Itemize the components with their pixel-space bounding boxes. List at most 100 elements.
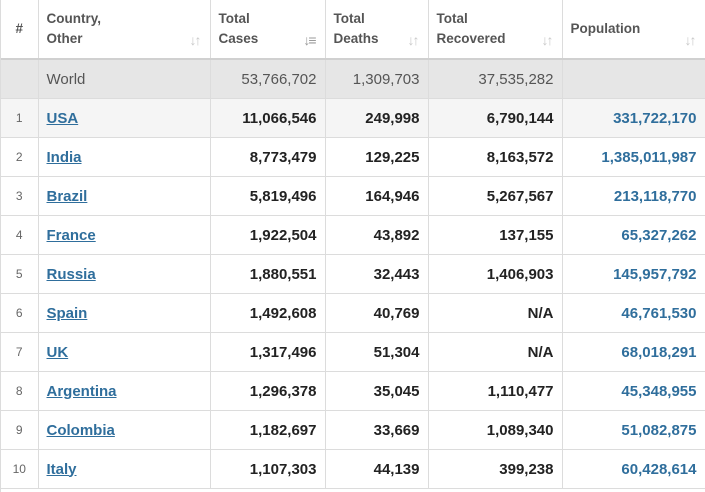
population-cell: 145,957,792 <box>562 254 705 294</box>
header-index[interactable]: # <box>1 0 39 60</box>
total-deaths-cell: 32,443 <box>325 254 429 294</box>
world-total-row: World 53,766,702 1,309,703 37,535,282 <box>1 59 705 99</box>
country-cell: USA <box>38 98 211 138</box>
table-row: 3 Brazil 5,819,496 164,946 5,267,567 213,118,… <box>1 176 705 216</box>
sort-desc-icon[interactable]: ↓≡ <box>303 32 316 48</box>
total-recovered-cell: 6,790,144 <box>428 98 563 138</box>
row-index-cell: 9 <box>1 410 39 450</box>
total-deaths-cell: 43,892 <box>325 215 429 255</box>
country-cell: Russia <box>38 254 211 294</box>
total-cases-cell: 1,182,697 <box>210 410 326 450</box>
total-cases-cell: 1,296,378 <box>210 371 326 411</box>
population-cell: 213,118,770 <box>562 176 705 216</box>
country-cell: France <box>38 215 211 255</box>
header-total-recovered-label: Total Recovered <box>436 11 506 46</box>
total-recovered-cell: 137,155 <box>428 215 563 255</box>
world-cases-cell: 53,766,702 <box>210 59 326 99</box>
country-link[interactable]: France <box>46 226 96 244</box>
total-recovered-cell: 1,110,477 <box>428 371 563 411</box>
world-population-cell <box>562 59 705 99</box>
population-cell: 60,428,614 <box>562 449 705 489</box>
total-deaths-cell: 33,669 <box>325 410 429 450</box>
table-row: 4 France 1,922,504 43,892 137,155 65,327,262 <box>1 215 705 255</box>
table-row: 5 Russia 1,880,551 32,443 1,406,903 145,957,7… <box>1 254 705 294</box>
table-row: 1 USA 11,066,546 249,998 6,790,144 331,722,17… <box>1 98 705 138</box>
population-cell: 51,082,875 <box>562 410 705 450</box>
row-index-cell: 6 <box>1 293 39 333</box>
row-index-cell: 4 <box>1 215 39 255</box>
total-cases-cell: 1,107,303 <box>210 449 326 489</box>
country-cell: Colombia <box>38 410 211 450</box>
sort-icon[interactable]: ↓↑ <box>684 32 697 48</box>
header-row: # Country, Other ↓↑ Total Cases ↓≡ Total De… <box>1 0 705 60</box>
country-cell: Argentina <box>38 371 211 411</box>
total-recovered-cell: N/A <box>428 332 563 372</box>
header-total-cases[interactable]: Total Cases ↓≡ <box>210 0 326 60</box>
sort-icon[interactable]: ↓↑ <box>189 32 202 48</box>
row-index-cell: 8 <box>1 371 39 411</box>
total-cases-cell: 1,317,496 <box>210 332 326 372</box>
country-cell: Italy <box>38 449 211 489</box>
world-index-cell <box>1 59 39 99</box>
population-cell: 45,348,955 <box>562 371 705 411</box>
header-population[interactable]: Population ↓↑ <box>562 0 705 60</box>
header-population-label: Population <box>570 21 641 36</box>
population-cell: 68,018,291 <box>562 332 705 372</box>
total-cases-cell: 8,773,479 <box>210 137 326 177</box>
country-link[interactable]: Russia <box>46 265 96 283</box>
world-deaths-cell: 1,309,703 <box>325 59 429 99</box>
total-deaths-cell: 40,769 <box>325 293 429 333</box>
row-index-cell: 7 <box>1 332 39 372</box>
total-deaths-cell: 44,139 <box>325 449 429 489</box>
table-row: 6 Spain 1,492,608 40,769 N/A 46,761,530 <box>1 293 705 333</box>
total-recovered-cell: 1,406,903 <box>428 254 563 294</box>
country-link[interactable]: UK <box>46 343 69 361</box>
table-row: 8 Argentina 1,296,378 35,045 1,110,477 45,348… <box>1 371 705 411</box>
world-recovered-cell: 37,535,282 <box>428 59 563 99</box>
total-recovered-cell: 1,089,340 <box>428 410 563 450</box>
population-cell: 46,761,530 <box>562 293 705 333</box>
country-link[interactable]: India <box>46 148 82 166</box>
total-recovered-cell: 399,238 <box>428 449 563 489</box>
total-cases-cell: 1,492,608 <box>210 293 326 333</box>
header-country-label: Country, Other <box>46 11 102 46</box>
header-total-recovered[interactable]: Total Recovered ↓↑ <box>428 0 563 60</box>
total-recovered-cell: N/A <box>428 293 563 333</box>
row-index-cell: 3 <box>1 176 39 216</box>
sort-icon[interactable]: ↓↑ <box>541 32 554 48</box>
header-country[interactable]: Country, Other ↓↑ <box>38 0 211 60</box>
table-row: 9 Colombia 1,182,697 33,669 1,089,340 51,082,… <box>1 410 705 450</box>
total-cases-cell: 5,819,496 <box>210 176 326 216</box>
country-link[interactable]: Argentina <box>46 382 117 400</box>
country-cell: India <box>38 137 211 177</box>
header-total-deaths-label: Total Deaths <box>333 11 379 46</box>
table-row: 7 UK 1,317,496 51,304 N/A 68,018,291 <box>1 332 705 372</box>
country-link[interactable]: Colombia <box>46 421 115 439</box>
row-index-cell: 10 <box>1 449 39 489</box>
total-recovered-cell: 8,163,572 <box>428 137 563 177</box>
country-link[interactable]: Italy <box>46 460 77 478</box>
country-link[interactable]: Spain <box>46 304 88 322</box>
country-link[interactable]: Brazil <box>46 187 88 205</box>
total-cases-cell: 1,922,504 <box>210 215 326 255</box>
country-link[interactable]: USA <box>46 109 79 127</box>
population-cell: 1,385,011,987 <box>562 137 705 177</box>
row-index-cell: 2 <box>1 137 39 177</box>
country-cell: Spain <box>38 293 211 333</box>
total-deaths-cell: 129,225 <box>325 137 429 177</box>
total-deaths-cell: 249,998 <box>325 98 429 138</box>
row-index-cell: 5 <box>1 254 39 294</box>
population-cell: 331,722,170 <box>562 98 705 138</box>
header-total-deaths[interactable]: Total Deaths ↓↑ <box>325 0 429 60</box>
header-total-cases-label: Total Cases <box>218 11 259 46</box>
total-cases-cell: 11,066,546 <box>210 98 326 138</box>
total-recovered-cell: 5,267,567 <box>428 176 563 216</box>
sort-icon[interactable]: ↓↑ <box>407 32 420 48</box>
header-index-label: # <box>15 21 23 36</box>
total-cases-cell: 1,880,551 <box>210 254 326 294</box>
table-row: 2 India 8,773,479 129,225 8,163,572 1,385,011… <box>1 137 705 177</box>
population-cell: 65,327,262 <box>562 215 705 255</box>
world-country-cell: World <box>38 59 211 99</box>
